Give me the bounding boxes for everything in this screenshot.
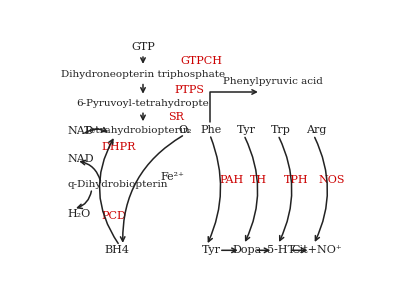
Text: Trp: Trp bbox=[271, 125, 291, 135]
Text: q-Dihydrobiopterin: q-Dihydrobiopterin bbox=[67, 180, 168, 190]
Text: TPH: TPH bbox=[284, 175, 309, 185]
Text: NAD⁺: NAD⁺ bbox=[67, 126, 100, 136]
Text: DHPR: DHPR bbox=[101, 142, 136, 152]
Text: H₂O: H₂O bbox=[67, 209, 90, 219]
Text: Dihydroneopterin triphosphate: Dihydroneopterin triphosphate bbox=[61, 70, 225, 79]
Text: Tyr: Tyr bbox=[202, 245, 221, 255]
Text: Phenylpyruvic acid: Phenylpyruvic acid bbox=[223, 77, 323, 86]
Text: Dopa: Dopa bbox=[232, 245, 262, 255]
Text: Tetrahydrobiopterin: Tetrahydrobiopterin bbox=[84, 126, 190, 136]
Text: NAD: NAD bbox=[67, 153, 94, 164]
Text: 6-Pyruvoyl-tetrahydropte: 6-Pyruvoyl-tetrahydropte bbox=[77, 99, 209, 108]
Text: NOS: NOS bbox=[318, 175, 345, 185]
Text: PCD: PCD bbox=[101, 211, 126, 221]
Text: GTP: GTP bbox=[131, 42, 155, 52]
Text: TH: TH bbox=[250, 175, 267, 185]
Text: Cit+NO⁺: Cit+NO⁺ bbox=[291, 245, 342, 255]
Text: GTPCH: GTPCH bbox=[180, 56, 222, 66]
Text: 5-HT: 5-HT bbox=[267, 245, 295, 255]
Text: Tyr: Tyr bbox=[237, 125, 256, 135]
Text: O₂: O₂ bbox=[178, 125, 192, 135]
Text: PTPS: PTPS bbox=[174, 85, 204, 95]
Text: Phe: Phe bbox=[200, 125, 222, 135]
Text: BH4: BH4 bbox=[104, 245, 129, 255]
Text: Fe²⁺: Fe²⁺ bbox=[160, 172, 184, 182]
Text: PAH: PAH bbox=[219, 175, 243, 185]
Text: Arg: Arg bbox=[306, 125, 327, 135]
Text: SR: SR bbox=[168, 112, 184, 122]
